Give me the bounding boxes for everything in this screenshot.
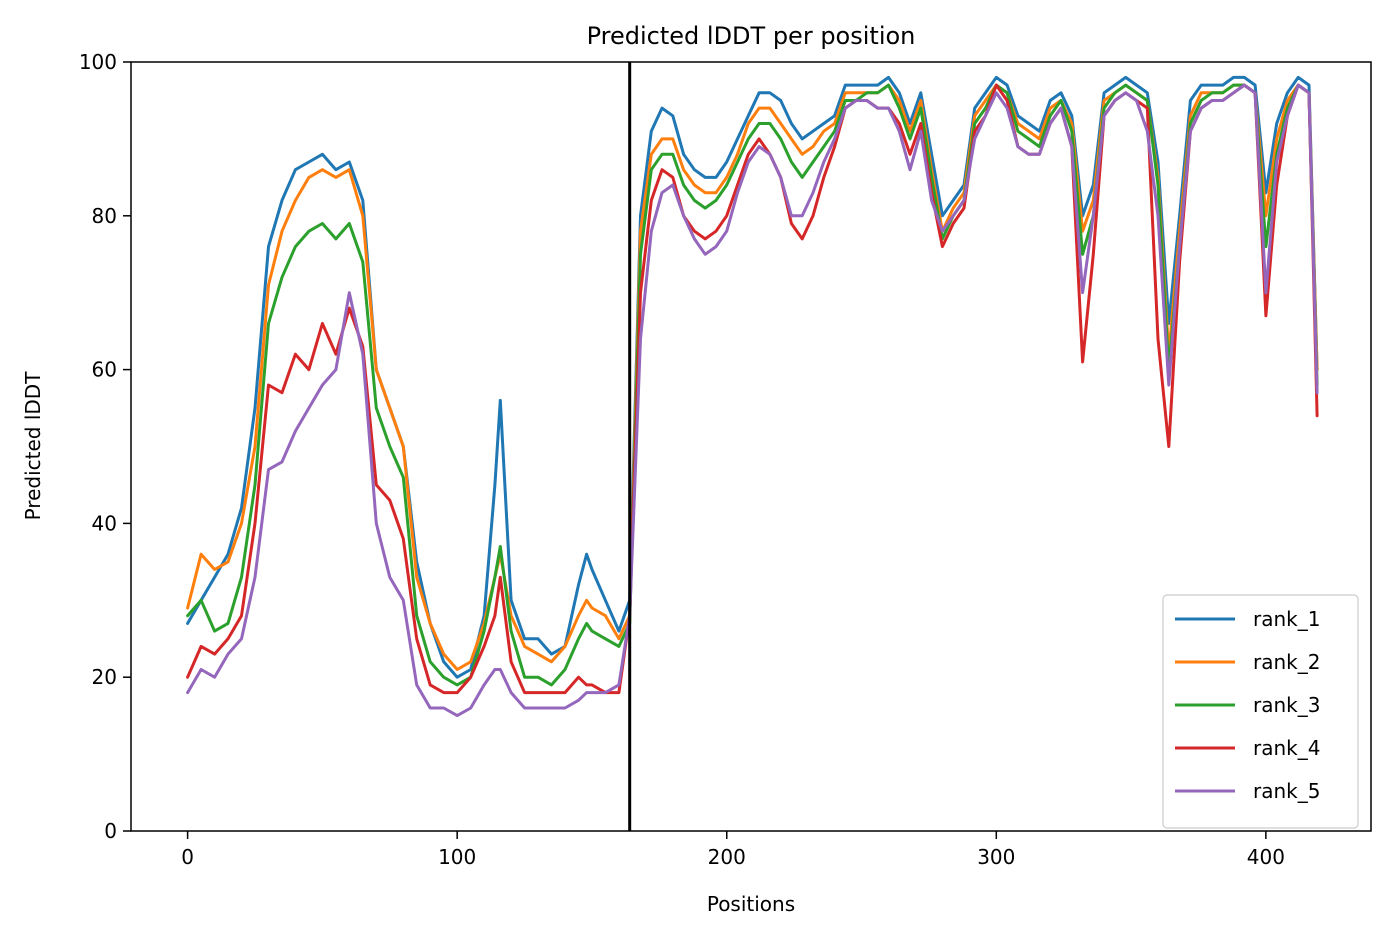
y-axis-title: Predicted lDDT [21, 371, 45, 521]
legend-label-rank-4: rank_4 [1253, 736, 1320, 760]
chart-title: Predicted lDDT per position [587, 22, 916, 50]
y-tick-label: 20 [92, 665, 117, 689]
axes-frame [130, 61, 1372, 832]
series-line-rank-3 [186, 83, 1319, 687]
y-tick-label: 60 [92, 358, 117, 382]
y-tick-label: 40 [92, 511, 117, 535]
y-tick-label: 0 [104, 819, 117, 843]
legend-box [1162, 594, 1359, 829]
x-tick-label: 400 [1247, 845, 1285, 869]
x-tick-label: 100 [438, 845, 476, 869]
legend-label-rank-2: rank_2 [1253, 650, 1320, 674]
y-tick-label: 80 [92, 204, 117, 228]
legend-label-rank-1: rank_1 [1253, 607, 1320, 631]
series-line-rank-5 [186, 83, 1319, 718]
x-tick-label: 300 [977, 845, 1015, 869]
x-axis-title: Positions [707, 892, 795, 916]
x-tick-label: 0 [181, 845, 194, 869]
y-tick-label: 100 [79, 50, 117, 74]
y-axis: 0 20 40 60 80 100 [79, 50, 131, 843]
legend-label-rank-3: rank_3 [1253, 693, 1320, 717]
x-axis: 0 100 200 300 400 [181, 831, 1285, 869]
legend: rank_1 rank_2 rank_3 rank_4 rank_5 [1162, 594, 1359, 829]
plot-area [186, 75, 1319, 718]
legend-label-rank-5: rank_5 [1253, 779, 1320, 803]
x-tick-label: 200 [708, 845, 746, 869]
